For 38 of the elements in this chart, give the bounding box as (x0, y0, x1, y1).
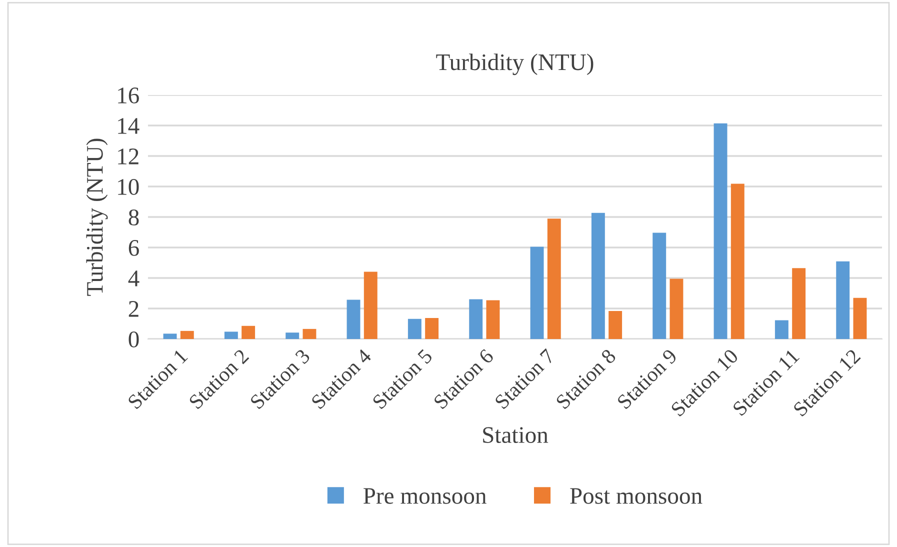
bar (714, 123, 728, 339)
bar (346, 300, 360, 339)
y-tick-label: 14 (118, 118, 140, 134)
bar (242, 326, 256, 339)
y-tick-label: 10 (118, 178, 139, 195)
bar (591, 212, 605, 339)
y-tick-label: 8 (128, 209, 139, 226)
bar (286, 332, 300, 339)
bar (652, 232, 666, 339)
bar (547, 218, 561, 339)
bar (836, 261, 850, 339)
bar (180, 330, 194, 339)
y-tick-label: 6 (128, 240, 139, 256)
chart-title: Turbidity (NTU) (436, 54, 594, 76)
bar (730, 184, 744, 339)
bar (224, 332, 238, 339)
y-tick-label: 2 (128, 301, 138, 317)
y-tick-label: 12 (118, 148, 138, 164)
y-axis-title: Turbidity (NTU) (86, 138, 108, 296)
bar (530, 246, 544, 339)
bar (486, 300, 500, 339)
bar (408, 318, 422, 339)
bar (792, 268, 806, 339)
bar (425, 318, 439, 339)
bar (163, 334, 177, 339)
bar (670, 278, 684, 339)
legend-label: Pre monsoon (364, 488, 486, 504)
x-axis-title: Station (483, 427, 548, 444)
bar (774, 320, 788, 339)
bar (302, 328, 316, 339)
bar (853, 298, 867, 339)
bar (364, 272, 378, 339)
y-tick-label: 4 (128, 270, 140, 286)
bar (469, 299, 483, 339)
y-tick-label: 0 (128, 331, 139, 348)
bar (608, 310, 622, 339)
legend-label: Post monsoon (570, 488, 702, 504)
y-tick-label: 16 (118, 88, 139, 104)
